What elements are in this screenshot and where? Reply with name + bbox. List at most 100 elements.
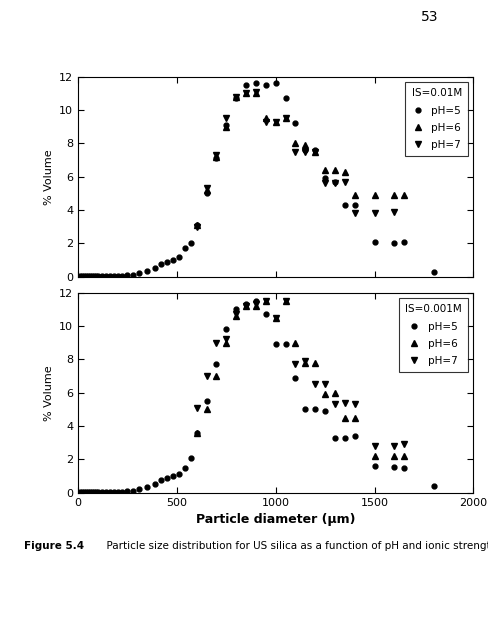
pH=7 bbox=[322, 180, 328, 188]
pH=5 bbox=[303, 147, 308, 154]
pH=5 bbox=[293, 374, 299, 381]
pH=5 bbox=[243, 301, 249, 308]
pH=7 bbox=[352, 209, 358, 216]
pH=6 bbox=[342, 414, 348, 422]
pH=5 bbox=[253, 298, 259, 305]
pH=5 bbox=[431, 268, 437, 276]
pH=6 bbox=[233, 312, 239, 320]
Legend: pH=5, pH=6, pH=7: pH=5, pH=6, pH=7 bbox=[406, 82, 468, 156]
pH=5 bbox=[372, 462, 378, 470]
pH=5 bbox=[401, 238, 407, 246]
pH=6 bbox=[322, 166, 328, 174]
pH=5 bbox=[144, 483, 150, 491]
pH=7 bbox=[293, 148, 299, 156]
pH=5 bbox=[391, 239, 397, 247]
pH=7 bbox=[332, 401, 338, 408]
pH=7 bbox=[243, 302, 249, 310]
pH=5 bbox=[293, 120, 299, 127]
pH=5 bbox=[115, 488, 121, 495]
pH=5 bbox=[81, 488, 87, 496]
pH=7 bbox=[194, 404, 200, 412]
pH=5 bbox=[203, 189, 209, 197]
pH=5 bbox=[401, 464, 407, 472]
pH=6 bbox=[233, 93, 239, 100]
pH=5 bbox=[182, 464, 188, 472]
pH=5 bbox=[431, 483, 437, 490]
pH=7 bbox=[253, 88, 259, 95]
pH=7 bbox=[203, 372, 209, 380]
pH=5 bbox=[103, 488, 109, 496]
pH=5 bbox=[233, 95, 239, 102]
pH=7 bbox=[293, 360, 299, 368]
pH=5 bbox=[93, 273, 99, 280]
pH=6 bbox=[293, 339, 299, 347]
pH=5 bbox=[188, 239, 194, 247]
pH=7 bbox=[203, 184, 209, 192]
pH=5 bbox=[176, 470, 182, 478]
pH=6 bbox=[391, 191, 397, 199]
pH=6 bbox=[224, 123, 229, 131]
pH=5 bbox=[85, 488, 91, 496]
pH=7 bbox=[273, 314, 279, 322]
pH=7 bbox=[233, 310, 239, 318]
pH=5 bbox=[332, 178, 338, 186]
pH=5 bbox=[233, 306, 239, 314]
pH=5 bbox=[194, 429, 200, 436]
pH=7 bbox=[312, 381, 318, 388]
pH=5 bbox=[83, 488, 89, 496]
pH=7 bbox=[283, 115, 288, 122]
pH=5 bbox=[152, 264, 158, 271]
pH=5 bbox=[303, 406, 308, 413]
pH=6 bbox=[312, 359, 318, 367]
pH=5 bbox=[273, 340, 279, 348]
Legend: pH=5, pH=6, pH=7: pH=5, pH=6, pH=7 bbox=[399, 298, 468, 372]
pH=5 bbox=[79, 273, 85, 280]
pH=6 bbox=[263, 298, 269, 305]
pH=6 bbox=[224, 339, 229, 347]
pH=5 bbox=[93, 488, 99, 496]
pH=7 bbox=[342, 178, 348, 186]
pH=6 bbox=[352, 191, 358, 199]
pH=6 bbox=[263, 115, 269, 122]
pH=6 bbox=[312, 148, 318, 156]
pH=7 bbox=[263, 298, 269, 305]
pH=7 bbox=[233, 93, 239, 100]
pH=5 bbox=[224, 326, 229, 333]
pH=5 bbox=[124, 487, 130, 495]
pH=7 bbox=[214, 339, 220, 347]
pH=6 bbox=[243, 302, 249, 310]
Text: Figure 5.4: Figure 5.4 bbox=[24, 541, 84, 551]
pH=5 bbox=[115, 272, 121, 280]
pH=5 bbox=[322, 175, 328, 182]
pH=5 bbox=[99, 273, 105, 280]
pH=5 bbox=[89, 488, 95, 496]
pH=5 bbox=[243, 81, 249, 89]
pH=5 bbox=[164, 474, 170, 482]
pH=5 bbox=[107, 488, 113, 496]
pH=5 bbox=[91, 488, 97, 496]
pH=5 bbox=[99, 488, 105, 496]
pH=5 bbox=[77, 273, 83, 280]
pH=5 bbox=[164, 258, 170, 266]
pH=5 bbox=[283, 95, 288, 102]
Line: pH=5: pH=5 bbox=[78, 299, 436, 495]
pH=5 bbox=[111, 488, 117, 496]
pH=7 bbox=[391, 208, 397, 216]
pH=7 bbox=[332, 180, 338, 188]
pH=6 bbox=[352, 414, 358, 422]
pH=5 bbox=[87, 488, 93, 496]
pH=5 bbox=[342, 202, 348, 209]
pH=7 bbox=[312, 148, 318, 156]
pH=5 bbox=[77, 488, 83, 496]
pH=5 bbox=[214, 155, 220, 163]
pH=7 bbox=[194, 223, 200, 230]
pH=5 bbox=[137, 269, 142, 277]
Line: pH=5: pH=5 bbox=[78, 81, 436, 279]
pH=5 bbox=[214, 360, 220, 368]
pH=5 bbox=[119, 488, 124, 495]
pH=7 bbox=[391, 442, 397, 450]
pH=7 bbox=[322, 381, 328, 388]
pH=7 bbox=[303, 148, 308, 156]
pH=5 bbox=[85, 273, 91, 280]
pH=5 bbox=[79, 488, 85, 496]
